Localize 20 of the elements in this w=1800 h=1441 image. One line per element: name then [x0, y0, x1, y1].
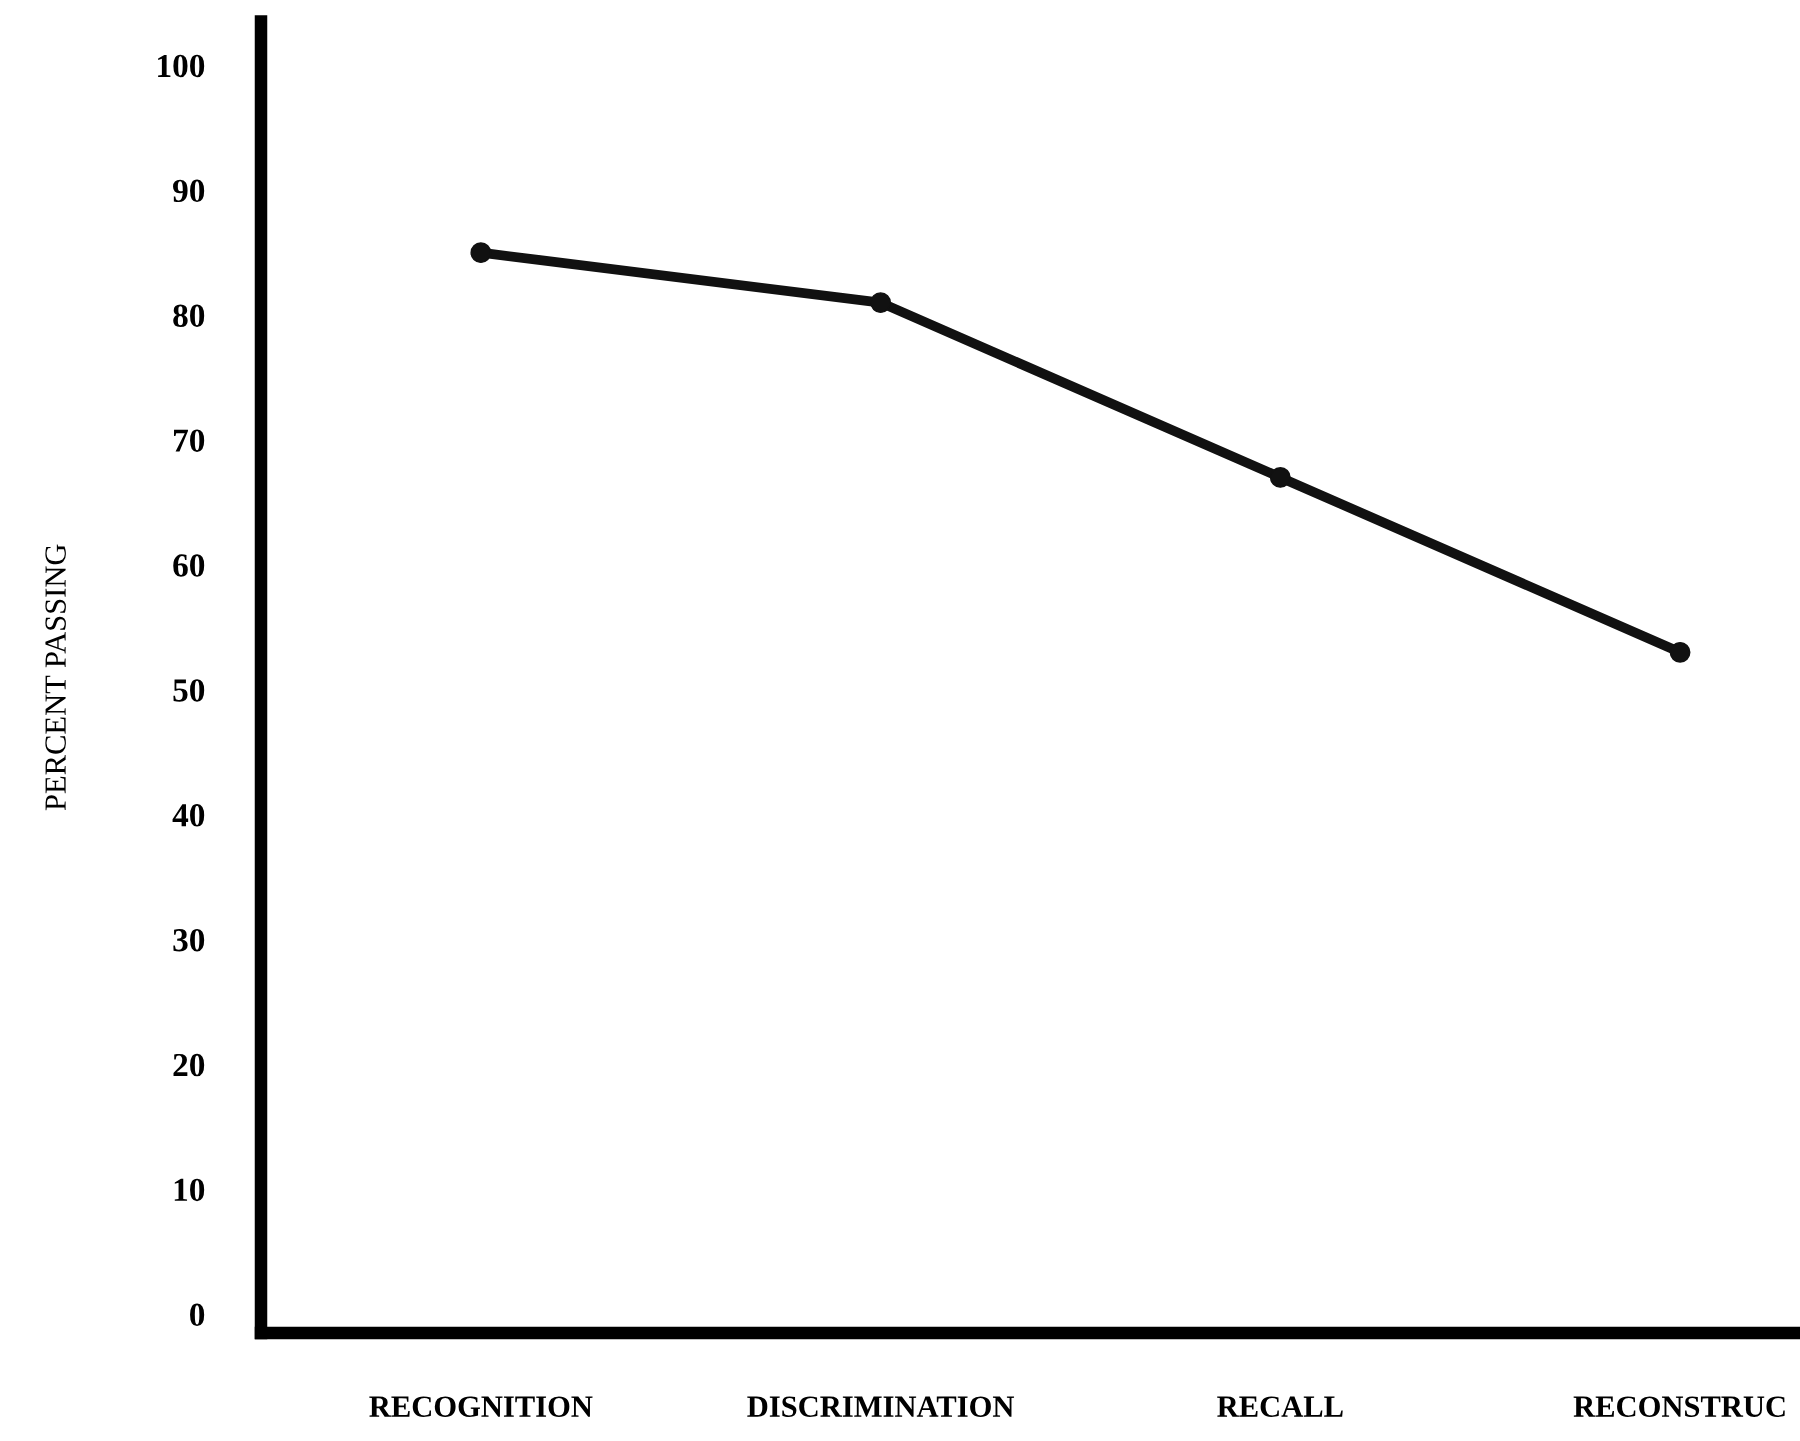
y-tick-label: 50 [173, 679, 205, 702]
y-tick-label: 100 [158, 54, 205, 78]
x-tick-label: DISCRIMINATION [747, 1396, 1015, 1417]
y-tick-label: 10 [174, 1178, 205, 1202]
y-axis-title: PERCENT PASSING [45, 544, 66, 811]
y-tick-label: 20 [173, 1053, 205, 1077]
point [1269, 467, 1291, 488]
y-tick-label: 40 [172, 804, 205, 827]
point [1669, 641, 1691, 663]
y-tick-label: 70 [174, 429, 205, 452]
x-tick-label: RECONSTRUC [1573, 1396, 1785, 1417]
y-tick-label: 0 [190, 1303, 205, 1327]
y-tick-label: 60 [173, 554, 205, 577]
x-tick-label: RECOGNITION [369, 1396, 593, 1417]
point [470, 242, 492, 264]
x-tick-label: RECALL [1217, 1396, 1343, 1417]
y-tick-label: 80 [173, 304, 205, 327]
y-tick-label: 90 [173, 179, 205, 203]
y-tick-label: 30 [173, 928, 205, 952]
point [870, 292, 892, 314]
